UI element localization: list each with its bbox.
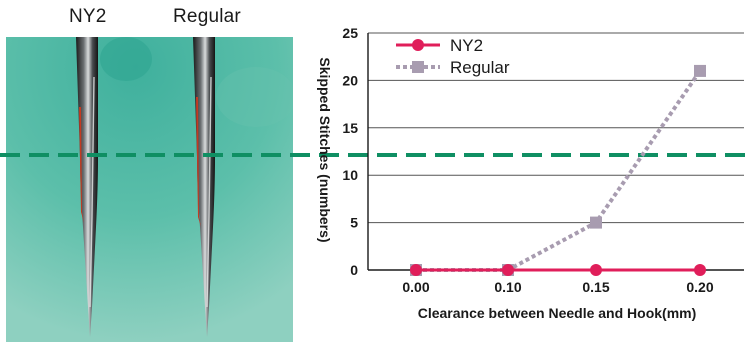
y-axis-label: Skipped Stitches (numbers)	[317, 57, 333, 242]
photo-label-ny2: NY2	[69, 6, 107, 27]
legend-label: NY2	[450, 36, 483, 55]
x-tick-label: 0.10	[494, 279, 521, 295]
data-point-ny2	[502, 264, 514, 276]
x-axis-label: Clearance between Needle and Hook(mm)	[418, 305, 697, 321]
legend: NY2 Regular	[396, 36, 510, 77]
x-tick-label: 0.20	[686, 279, 713, 295]
photo-label-regular: Regular	[173, 6, 241, 27]
legend-marker	[412, 61, 424, 73]
y-tick-label: 5	[350, 215, 358, 231]
x-tick-label: 0.00	[402, 279, 429, 295]
y-tick-label: 20	[342, 72, 358, 88]
line-chart: 0 5 10 15 20 25 0.00 0.10 0.15 0.20 NY2 Regular C…	[317, 25, 744, 321]
y-tick-label: 25	[342, 25, 358, 41]
y-tick-label: 15	[342, 120, 358, 136]
y-tick-label: 10	[342, 167, 358, 183]
legend-label: Regular	[450, 58, 510, 77]
data-point-regular	[590, 216, 602, 229]
y-tick-labels: 0 5 10 15 20 25	[342, 25, 358, 278]
data-point-ny2	[410, 264, 422, 276]
series-layer	[410, 64, 706, 276]
photo-background	[6, 37, 293, 342]
data-point-regular	[694, 64, 706, 77]
ny2-needle	[76, 37, 98, 337]
x-tick-labels: 0.00 0.10 0.15 0.20	[402, 279, 713, 295]
series-line-regular	[416, 69, 702, 272]
needle-photo	[6, 37, 293, 342]
legend-marker	[412, 39, 424, 51]
data-point-ny2	[590, 264, 602, 276]
y-tick-label: 0	[350, 262, 358, 278]
x-tick-label: 0.15	[582, 279, 609, 295]
data-point-ny2	[694, 264, 706, 276]
regular-needle	[193, 37, 215, 337]
